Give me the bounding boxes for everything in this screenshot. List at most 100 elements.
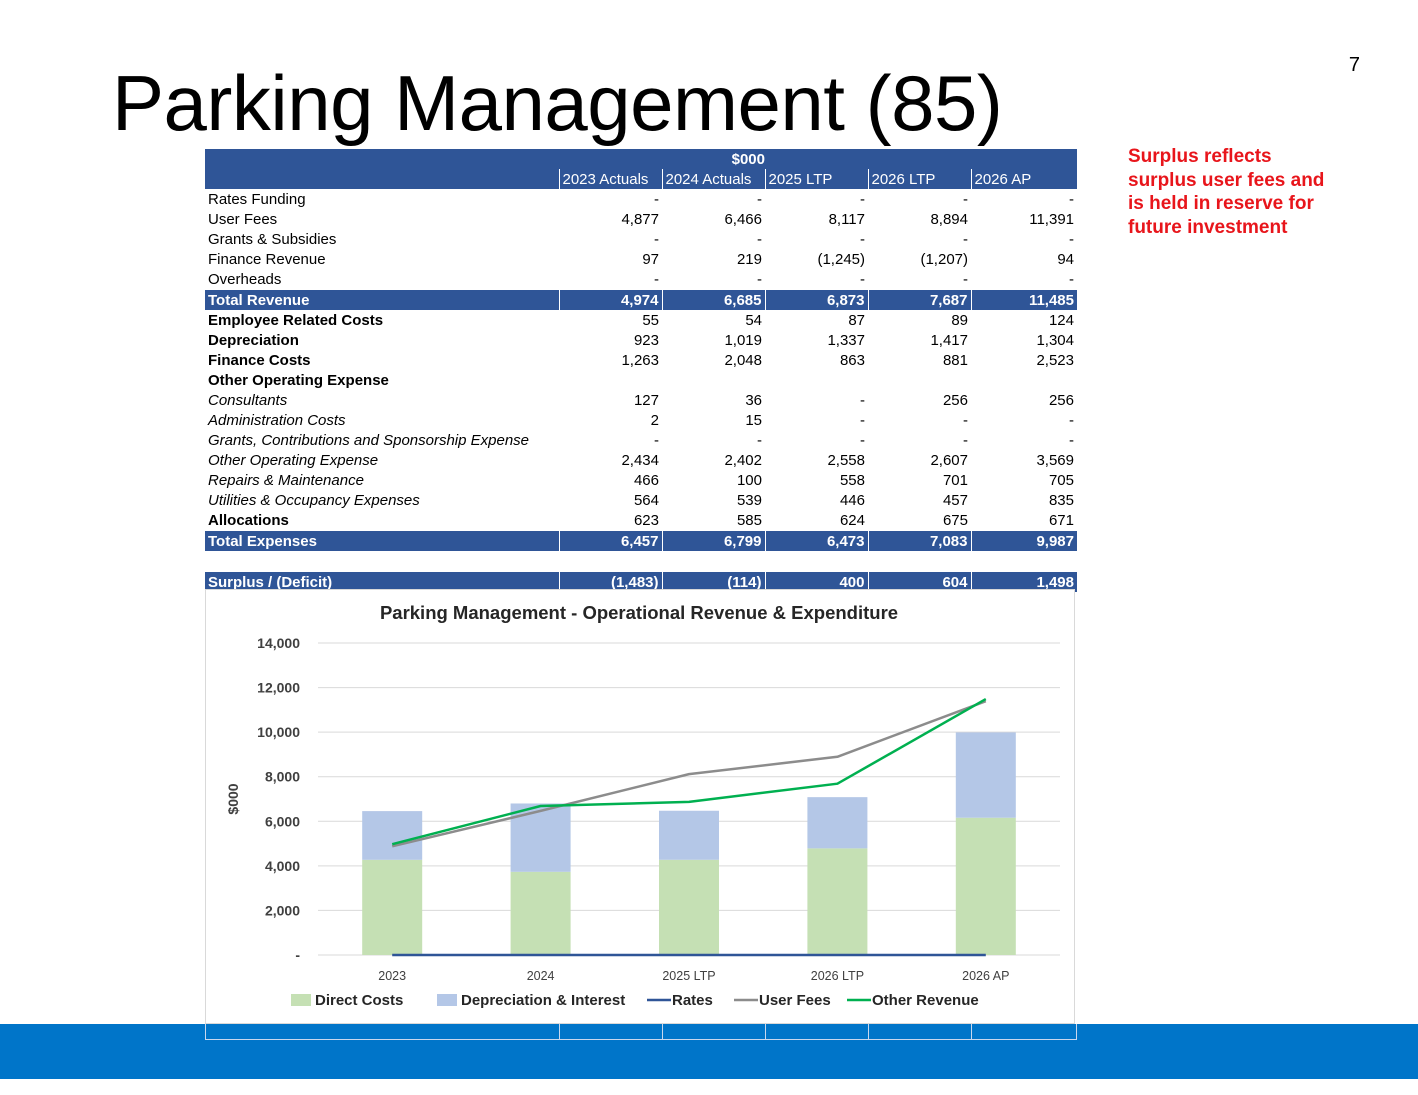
cell-value: - — [860, 391, 865, 409]
cell-value: 6,457 — [558, 530, 662, 551]
table-row: Overheads - - - - - — [205, 269, 1077, 290]
financial-table: $000 2023 Actuals 2024 Actuals 2025 LTP … — [205, 149, 1077, 592]
y-tick-label: 2,000 — [265, 902, 300, 918]
x-tick-label: 2023 — [378, 969, 406, 983]
table-row: Utilities & Occupancy Expenses 564 539 446 4… — [205, 490, 1077, 510]
table-row: Employee Related Costs 55 54 87 89 124 — [205, 310, 1077, 330]
cell-value: - — [757, 230, 762, 248]
bar-segment — [807, 797, 868, 849]
cell-value: 701 — [942, 471, 968, 489]
cell-value: - — [1069, 431, 1074, 449]
row-label: Total Revenue — [205, 289, 559, 310]
chart-container: Parking Management - Operational Revenue… — [205, 589, 1075, 1024]
cell-value: 54 — [745, 311, 762, 329]
chart-title: Parking Management - Operational Revenue… — [380, 602, 898, 623]
table-row: Administration Costs 2 15 - - - — [205, 410, 1077, 430]
bar-segment — [362, 859, 423, 955]
column-header: 2026 LTP — [867, 169, 971, 189]
y-tick-label: 14,000 — [257, 635, 300, 651]
cell-value: - — [860, 411, 865, 429]
cell-value: - — [654, 230, 659, 248]
y-axis-label: $000 — [225, 783, 241, 814]
cell-value: - — [963, 270, 968, 288]
bar-segment — [362, 811, 423, 860]
cell-value: - — [1069, 270, 1074, 288]
unit-header: $000 — [559, 149, 765, 169]
row-label: Depreciation — [208, 331, 299, 349]
legend-label: User Fees — [759, 992, 831, 1009]
table-row: Grants & Subsidies - - - - - — [205, 229, 1077, 249]
bar-segment — [807, 848, 868, 955]
cell-value — [971, 370, 1077, 390]
cell-value: 1,417 — [930, 331, 968, 349]
cell-value: 3,569 — [1036, 451, 1074, 469]
cell-value: 457 — [942, 491, 968, 509]
cell-value: 100 — [736, 471, 762, 489]
row-label: Utilities & Occupancy Expenses — [208, 491, 420, 509]
table-total-row: Surplus / (Deficit) (1,483) (114) 400 604 1,4… — [205, 571, 1077, 592]
cell-value: 671 — [1048, 511, 1074, 529]
table-row: Allocations 623 585 624 675 671 — [205, 510, 1077, 531]
row-label: Finance Revenue — [208, 250, 326, 268]
cell-value: - — [963, 230, 968, 248]
row-label: Allocations — [208, 511, 289, 529]
table-row: Other Operating Expense — [205, 370, 1077, 390]
cell-value: - — [654, 190, 659, 208]
cell-value: 15 — [745, 411, 762, 429]
bar-segment — [659, 810, 719, 860]
cell-value: 256 — [1048, 391, 1074, 409]
table-row: Finance Costs 1,263 2,048 863 881 2,523 — [205, 350, 1077, 370]
cell-value: 539 — [736, 491, 762, 509]
table-body: Rates Funding - - - - - User Fees 4,877 6,466 8,1… — [205, 189, 1077, 592]
table-row: Other Operating Expense 2,434 2,402 2,558 2,… — [205, 450, 1077, 470]
cell-value: 1,304 — [1036, 331, 1074, 349]
cell-value: - — [963, 411, 968, 429]
row-label: Administration Costs — [208, 411, 346, 429]
cell-value: - — [757, 431, 762, 449]
row-label: Total Expenses — [205, 530, 559, 551]
cell-value: 675 — [942, 511, 968, 529]
row-label: Repairs & Maintenance — [208, 471, 364, 489]
column-header: 2026 AP — [970, 169, 1077, 189]
page-number: 7 — [1348, 54, 1360, 76]
cell-value: 400 — [764, 571, 868, 592]
cell-value: 1,019 — [724, 331, 762, 349]
row-label: Rates Funding — [208, 190, 306, 208]
page-title: Parking Management (85) — [112, 59, 1003, 147]
bar-segment — [510, 871, 571, 955]
cell-value: 623 — [633, 511, 659, 529]
cell-value: 2,434 — [621, 451, 659, 469]
series-line — [391, 697, 987, 846]
cell-value: - — [860, 230, 865, 248]
legend-label: Other Revenue — [872, 992, 979, 1009]
y-tick-label: 10,000 — [257, 724, 300, 740]
row-label: Consultants — [208, 391, 288, 409]
cell-value: 87 — [848, 311, 865, 329]
bar-segment — [659, 859, 719, 955]
row-label: Grants & Subsidies — [208, 230, 337, 248]
table-row: Depreciation 923 1,019 1,337 1,417 1,304 — [205, 330, 1077, 350]
cell-value: (1,245) — [817, 250, 865, 268]
row-label: Employee Related Costs — [208, 311, 384, 329]
cell-value: 2,048 — [724, 351, 762, 369]
cell-value — [765, 370, 868, 390]
cell-value: 127 — [633, 391, 659, 409]
cell-value: 1,263 — [621, 351, 659, 369]
row-label: Other Operating Expense — [208, 451, 379, 469]
cell-value: 923 — [633, 331, 659, 349]
cell-value: - — [757, 190, 762, 208]
cell-value: 835 — [1048, 491, 1074, 509]
cell-value — [559, 370, 662, 390]
cell-value: 36 — [745, 391, 762, 409]
table-row: Repairs & Maintenance 466 100 558 701 705 — [205, 470, 1077, 490]
y-tick-label: 12,000 — [257, 680, 300, 696]
row-label: Surplus / (Deficit) — [205, 571, 559, 592]
footer-band-table-lines — [205, 1024, 1077, 1040]
legend-label: Rates — [672, 992, 713, 1009]
cell-value: 6,685 — [661, 289, 765, 310]
cell-value: 6,466 — [724, 210, 762, 228]
row-label: Overheads — [208, 270, 282, 288]
legend-label: Direct Costs — [315, 992, 403, 1009]
series-line — [391, 699, 987, 848]
row-label: Grants, Contributions and Sponsorship Ex… — [208, 431, 530, 449]
